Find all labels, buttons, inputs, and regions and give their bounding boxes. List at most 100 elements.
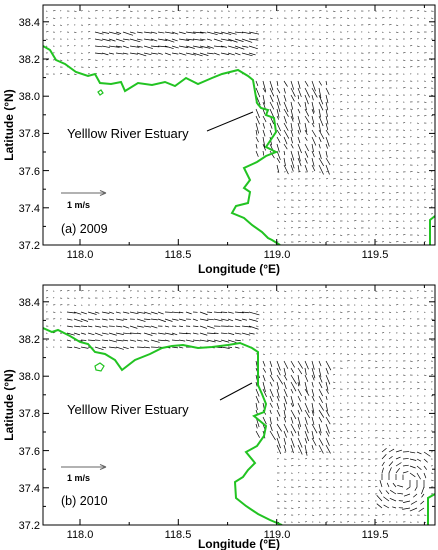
velocity-vector xyxy=(304,122,308,133)
velocity-vector xyxy=(297,395,301,402)
velocity-vector xyxy=(381,521,385,523)
velocity-vector xyxy=(262,87,266,93)
velocity-vector xyxy=(220,339,230,343)
velocity-vector xyxy=(318,451,322,453)
velocity-vector xyxy=(290,367,295,374)
velocity-vector xyxy=(297,374,301,386)
velocity-vector xyxy=(304,59,308,61)
velocity-vector xyxy=(402,500,411,503)
velocity-vector xyxy=(318,437,324,446)
velocity-vector xyxy=(402,353,406,355)
velocity-vector xyxy=(136,38,143,41)
velocity-vector xyxy=(213,339,222,343)
velocity-vector xyxy=(122,52,129,55)
velocity-vector xyxy=(136,346,145,348)
velocity-vector xyxy=(304,416,308,425)
velocity-vector xyxy=(136,45,143,48)
velocity-vector xyxy=(94,52,103,55)
velocity-vector xyxy=(108,311,115,314)
velocity-vector xyxy=(255,45,258,47)
velocity-vector xyxy=(171,346,179,349)
velocity-vector xyxy=(367,185,371,187)
velocity-vector xyxy=(66,318,73,321)
velocity-vector xyxy=(325,409,330,417)
velocity-vector xyxy=(276,87,281,94)
velocity-vectors-a xyxy=(45,10,434,243)
velocity-vector xyxy=(185,31,196,34)
velocity-vector xyxy=(367,164,371,166)
velocity-vector xyxy=(150,52,158,55)
velocity-vector xyxy=(185,45,195,49)
coast-corner-a xyxy=(429,215,436,245)
velocity-vector xyxy=(122,59,126,61)
velocity-vector xyxy=(290,409,297,420)
velocity-vector xyxy=(122,318,128,320)
velocity-vector xyxy=(87,318,94,321)
velocity-vector xyxy=(262,122,266,129)
velocity-vector xyxy=(59,339,62,341)
velocity-vector xyxy=(136,325,144,328)
velocity-vector xyxy=(332,339,335,341)
velocity-vector xyxy=(397,485,404,488)
velocity-vector xyxy=(402,367,406,369)
velocity-vector xyxy=(269,423,273,432)
velocity-vector xyxy=(234,59,238,62)
velocity-vector xyxy=(276,465,280,467)
velocity-vector xyxy=(178,332,188,335)
velocity-vector xyxy=(143,318,151,320)
velocity-vector xyxy=(227,325,234,327)
velocity-vector xyxy=(383,496,390,502)
velocity-vector xyxy=(297,465,301,467)
velocity-vector xyxy=(87,45,90,47)
velocity-vector xyxy=(290,213,294,215)
velocity-vector xyxy=(297,115,301,125)
velocity-vector xyxy=(234,31,244,34)
velocity-vector xyxy=(248,52,256,56)
velocity-vector xyxy=(353,164,357,166)
velocity-vector xyxy=(234,38,244,42)
velocity-vector xyxy=(325,136,330,147)
velocity-vector xyxy=(423,87,427,89)
velocity-vector xyxy=(283,423,289,433)
velocity-vector xyxy=(129,59,132,61)
velocity-vector xyxy=(395,423,398,425)
velocity-vector xyxy=(325,241,329,243)
velocity-vector xyxy=(185,339,195,343)
velocity-vector xyxy=(325,381,329,391)
velocity-vector xyxy=(325,171,329,173)
velocity-vector xyxy=(248,31,259,35)
velocity-vector xyxy=(178,346,184,349)
velocity-vector xyxy=(185,52,197,56)
velocity-vector xyxy=(185,332,192,335)
velocity-vector xyxy=(101,318,108,321)
velocity-vector xyxy=(262,381,266,392)
velocity-vector xyxy=(290,360,295,368)
velocity-vector xyxy=(185,311,192,315)
velocity-vector xyxy=(311,52,315,54)
velocity-vector xyxy=(213,52,220,56)
velocity-vector xyxy=(206,38,212,41)
velocity-vector xyxy=(416,367,419,369)
velocity-vector xyxy=(430,479,434,481)
velocity-vector xyxy=(262,339,266,341)
velocity-vector xyxy=(311,80,316,92)
velocity-vector xyxy=(87,332,95,336)
velocity-vector xyxy=(164,52,172,56)
velocity-vector xyxy=(379,480,383,488)
scale-label-b: 1 m/s xyxy=(67,473,90,483)
velocity-vector xyxy=(192,38,204,42)
velocity-vector xyxy=(318,164,324,175)
velocity-vector xyxy=(80,52,83,54)
velocity-vector xyxy=(304,206,308,208)
velocity-vector xyxy=(304,80,309,87)
velocity-vector xyxy=(332,381,336,383)
velocity-vector xyxy=(311,360,315,370)
velocity-vector xyxy=(283,136,288,145)
velocity-vector xyxy=(311,416,315,426)
velocity-vector xyxy=(325,416,331,425)
velocity-vector xyxy=(318,80,322,86)
velocity-vector xyxy=(318,101,324,111)
velocity-vector xyxy=(402,458,409,460)
velocity-vector xyxy=(318,500,321,502)
